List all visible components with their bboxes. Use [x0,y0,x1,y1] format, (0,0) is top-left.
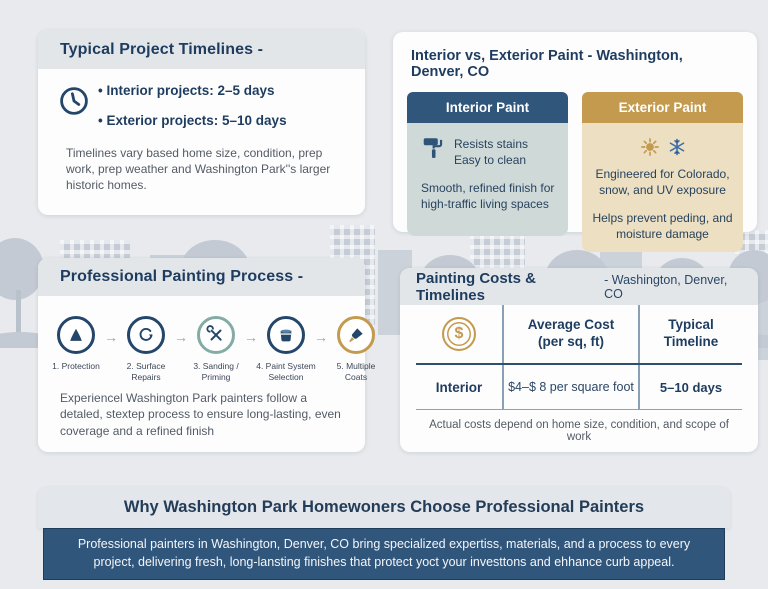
costs-table-header-row: $ Average Cost (per sq, ft) Typical Time… [416,305,742,363]
process-title: Professional Painting Process - [60,268,304,285]
tree-trunk-silhouette [16,290,21,338]
banner-header: Why Washington Park Homewoners Choose Pr… [38,487,730,528]
avg-cost-column-subheader: (per sq, ft) [538,334,604,349]
surface-repairs-icon [127,316,165,354]
process-step-multiple-coats: 5. Multiple Coats [328,316,384,382]
costs-card: Painting Costs & Timelines - Washington,… [400,268,758,452]
exterior-timeline-bullet: Exterior projects: 5–10 days [98,113,345,128]
banner-body-text: Professional painters in Washington, Den… [77,537,691,569]
paint-brush-icon [337,316,375,354]
paint-roller-icon [421,135,447,161]
avg-cost-column-header: Average Cost [527,317,615,333]
timeline-column-header: Typical [668,317,714,333]
why-choose-banner: Why Washington Park Homewoners Choose Pr… [38,487,730,581]
timelines-card: Typical Project Timelines - Interior pro… [38,30,365,215]
clock-icon [58,83,98,143]
row-label: Interior [435,379,483,395]
protection-tarp-icon [57,316,95,354]
costs-footnote: Actual costs depend on home size, condit… [429,419,729,443]
process-step-surface-repairs: 2. Surface Repairs [118,316,174,382]
exterior-feature-text: Engineered for Colorado, snow, and UV ex… [595,167,730,197]
row-cost-value: $4–$ 8 per square foot [508,380,634,394]
exterior-paint-column: Exterior Paint [582,92,743,253]
banner-title: Why Washington Park Homewoners Choose Pr… [123,498,645,516]
timelines-card-header: Typical Project Timelines - [38,30,365,69]
step-label: 5. Multiple Coats [336,361,376,382]
exterior-paint-description: Helps prevent peding, and moisture damag… [592,211,733,241]
process-step-sanding-priming: 3. Sanding / Priming [188,316,244,382]
process-step-paint-system: 4. Paint System Selection [256,316,316,382]
costs-card-header: Painting Costs & Timelines - Washington,… [400,268,758,305]
exterior-paint-header: Exterior Paint [582,92,743,123]
costs-title-location: - Washington, Denver, CO [604,272,728,301]
interior-feature-line: Easy to clean [454,153,527,168]
arrow-right-icon: → [174,329,188,345]
arrow-right-icon: → [314,329,328,345]
sun-icon [639,136,661,158]
costs-table-row-interior: Interior $4–$ 8 per square foot 5–10 day… [416,365,742,409]
paint-bucket-icon [267,316,305,354]
snowflake-icon [667,137,687,157]
step-label: 4. Paint System Selection [256,361,316,382]
step-label: 3. Sanding / Priming [193,361,239,382]
timeline-column-subheader: Timeline [663,334,719,349]
costs-table: $ Average Cost (per sq, ft) Typical Time… [400,305,758,443]
process-note: Experiencel Washington Park painters fol… [60,391,341,438]
interior-paint-description: Smooth, refined finish for high-traffic … [421,181,555,211]
row-timeline-value: 5–10 days [659,379,723,395]
interior-paint-column: Interior Paint Resists stains Easy to cl… [407,92,568,252]
arrow-right-icon: → [244,329,258,345]
paint-comparison-title: Interior vs, Exterior Paint - Washington… [411,48,683,80]
step-label: 1. Protection [52,361,100,371]
table-divider [416,363,742,365]
table-divider [416,409,742,410]
interior-timeline-bullet: Interior projects: 2–5 days [98,83,345,98]
process-card-header: Professional Painting Process - [38,258,365,296]
dollar-icon: $ [442,317,476,351]
banner-blue-box: Professional painters in Washington, Den… [43,528,725,580]
sanding-priming-tools-icon [197,316,235,354]
painting-process-card: Professional Painting Process - 1. Prote… [38,258,375,452]
interior-paint-header: Interior Paint [407,92,568,123]
timelines-note: Timelines vary based home size, conditio… [66,146,331,193]
costs-title: Painting Costs & Timelines [416,269,537,304]
arrow-right-icon: → [104,329,118,345]
paint-comparison-card: Interior vs, Exterior Paint - Washington… [393,32,757,253]
interior-feature-line: Resists stains [454,137,529,151]
timelines-title: Typical Project Timelines - [60,40,264,58]
step-label: 2. Surface Repairs [126,361,166,382]
process-step-protection: 1. Protection [48,316,104,372]
